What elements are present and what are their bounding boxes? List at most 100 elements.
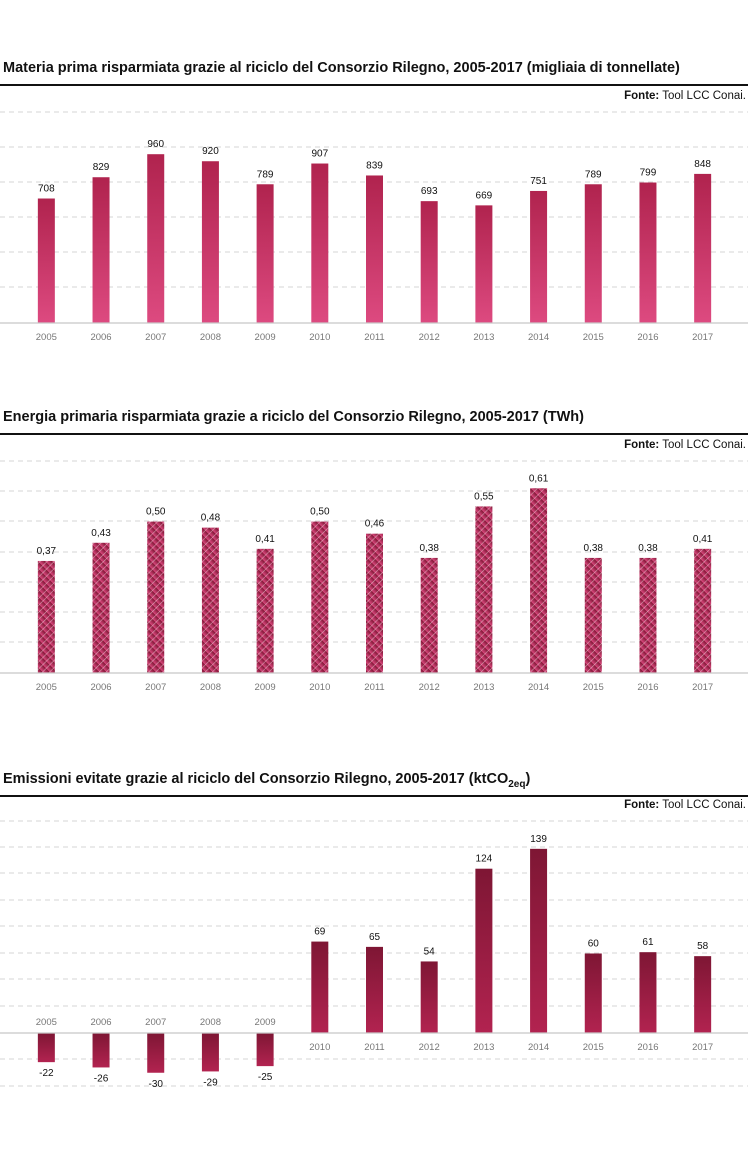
x-tick-label: 2006 (90, 682, 111, 693)
bar-chart-energia-primaria: 0,37 2005 0,43 2006 0,50 2007 0,48 2008 0,41 2009… (0, 460, 748, 693)
data-label: 920 (202, 146, 219, 157)
x-tick-label: 2012 (419, 332, 440, 343)
bar-2009 (256, 548, 274, 673)
data-label: 789 (257, 169, 274, 180)
data-label: 0,38 (584, 543, 604, 554)
data-label: 60 (588, 939, 600, 950)
bar-2008 (201, 527, 219, 673)
bar-2010 (311, 521, 329, 673)
data-label: 0,55 (474, 491, 494, 502)
bar-2011 (366, 533, 383, 673)
bar-2009 (256, 184, 274, 323)
x-tick-label: 2012 (419, 682, 440, 693)
data-label: 839 (366, 160, 383, 171)
data-label: 65 (369, 932, 381, 943)
x-tick-label: 2012 (419, 1042, 440, 1053)
data-label: -22 (39, 1068, 54, 1079)
x-tick-label: 2014 (528, 1042, 549, 1053)
bar-2011 (366, 175, 383, 323)
data-label: 693 (421, 186, 438, 197)
data-label: 0,50 (310, 507, 330, 518)
bar-2013 (475, 868, 493, 1033)
title-rule (0, 795, 748, 797)
data-label: -29 (203, 1077, 218, 1088)
bar-2005 (37, 1033, 55, 1063)
data-label: 0,48 (201, 513, 221, 524)
source-note: Fonte: Tool LCC Conai. (624, 799, 746, 811)
bar-2007 (147, 154, 165, 323)
x-tick-label: 2007 (145, 332, 166, 343)
bar-2014 (530, 848, 548, 1033)
x-tick-label: 2015 (583, 682, 604, 693)
x-tick-label: 2010 (309, 332, 330, 343)
x-tick-label: 2017 (692, 682, 713, 693)
x-tick-label: 2017 (692, 1042, 713, 1053)
x-tick-label: 2013 (473, 682, 494, 693)
bar-2010 (311, 941, 329, 1033)
data-label: 0,50 (146, 507, 166, 518)
x-tick-label: 2006 (90, 1017, 111, 1028)
bar-2005 (37, 198, 55, 323)
bar-2016 (639, 952, 657, 1033)
chart-title-main: Emissioni evitate grazie al riciclo del … (3, 771, 509, 787)
bar-2009 (256, 1033, 274, 1067)
bar-2013 (475, 506, 493, 673)
data-label: 799 (640, 168, 657, 179)
data-label: 0,41 (693, 534, 713, 545)
bar-2011 (366, 946, 383, 1033)
bar-2014 (530, 190, 548, 323)
source-text: Tool LCC Conai. (659, 90, 746, 102)
x-tick-label: 2010 (309, 682, 330, 693)
source-text: Tool LCC Conai. (659, 799, 746, 811)
x-tick-label: 2009 (255, 332, 276, 343)
x-tick-label: 2009 (255, 682, 276, 693)
data-label: 54 (424, 946, 436, 957)
bar-2013 (475, 205, 493, 323)
data-label: 751 (530, 176, 547, 187)
chart-title-end: ) (525, 771, 531, 787)
source-label: Fonte: (624, 90, 660, 102)
bar-2014 (530, 488, 548, 673)
data-label: 708 (38, 184, 55, 195)
bar-2016 (639, 557, 657, 673)
x-tick-label: 2008 (200, 332, 221, 343)
bar-2017 (694, 956, 712, 1033)
chart-title: Energia primaria risparmiata grazie a ri… (3, 409, 584, 425)
x-tick-label: 2015 (583, 1042, 604, 1053)
data-label: -26 (94, 1073, 109, 1084)
source-note: Fonte: Tool LCC Conai. (624, 90, 746, 102)
bar-2015 (584, 953, 602, 1033)
data-label: 0,38 (419, 543, 439, 554)
x-tick-label: 2005 (36, 1017, 57, 1028)
x-tick-label: 2014 (528, 682, 549, 693)
x-tick-label: 2008 (200, 1017, 221, 1028)
data-label: 829 (93, 162, 110, 173)
source-label: Fonte: (624, 439, 660, 451)
chart-title: Emissioni evitate grazie al riciclo del … (3, 770, 530, 794)
data-label: 0,46 (365, 519, 385, 530)
data-label: 124 (476, 854, 493, 865)
bar-2006 (92, 177, 110, 323)
x-tick-label: 2017 (692, 332, 713, 343)
x-tick-label: 2011 (364, 1042, 384, 1053)
data-label: 848 (694, 159, 711, 170)
x-tick-label: 2006 (90, 332, 111, 343)
data-label: 0,41 (255, 534, 275, 545)
source-label: Fonte: (624, 799, 660, 811)
bar-2015 (584, 557, 602, 673)
title-rule (0, 433, 748, 435)
bar-2008 (201, 161, 219, 323)
chart-title: Materia prima risparmiata grazie al rici… (3, 60, 680, 76)
chart-title-subscript: 2eq (508, 778, 526, 790)
x-tick-label: 2007 (145, 682, 166, 693)
data-label: -25 (258, 1072, 273, 1083)
bar-2015 (584, 184, 602, 323)
bar-2007 (147, 1033, 165, 1073)
data-label: 139 (530, 834, 547, 845)
data-label: 58 (697, 941, 709, 952)
bar-chart-materia-prima: 708 2005 829 2006 960 2007 920 2008 789 2009 907 20… (0, 111, 748, 343)
data-label: -30 (149, 1079, 164, 1090)
data-label: 960 (147, 139, 164, 150)
data-label: 0,37 (37, 546, 57, 557)
